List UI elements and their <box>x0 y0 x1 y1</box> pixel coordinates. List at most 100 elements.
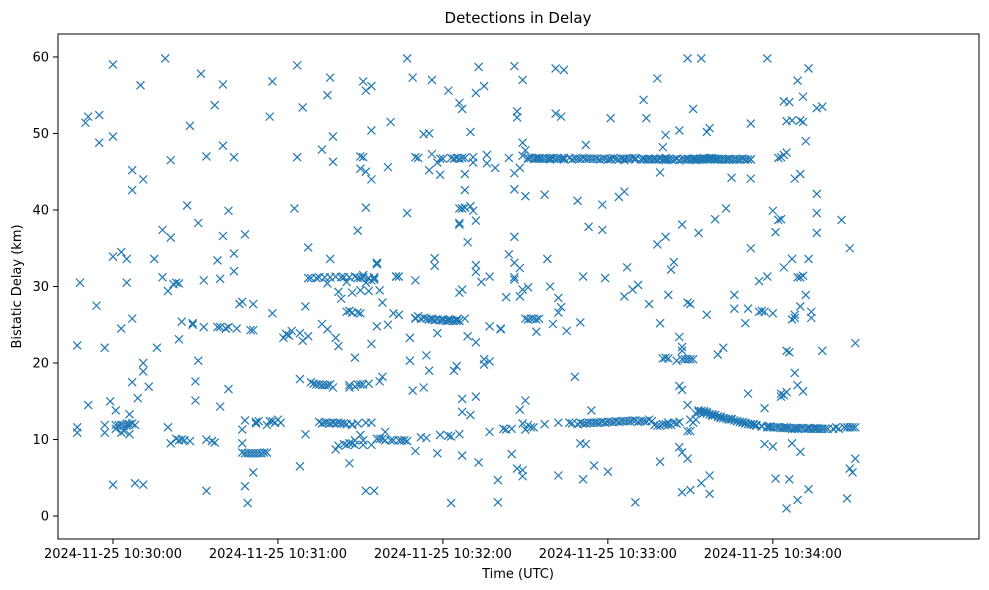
data-point <box>496 324 506 334</box>
data-point <box>677 342 687 352</box>
data-point <box>361 203 371 213</box>
data-point <box>746 243 756 253</box>
data-point <box>501 292 511 302</box>
data-point <box>685 485 695 495</box>
data-point <box>639 95 649 105</box>
data-point <box>72 422 82 432</box>
data-point <box>776 214 786 224</box>
data-point <box>801 290 811 300</box>
data-point <box>850 338 860 348</box>
data-point <box>584 222 594 232</box>
data-point <box>377 434 387 444</box>
data-point <box>630 153 640 163</box>
data-point <box>795 301 805 311</box>
data-point <box>333 341 343 351</box>
data-point <box>454 220 464 229</box>
data-point <box>158 272 167 282</box>
x-tick-label: 2024-11-25 10:33:00 <box>539 547 677 562</box>
data-point <box>116 428 126 438</box>
data-point <box>331 445 341 454</box>
data-point <box>658 142 668 152</box>
data-point <box>776 389 786 399</box>
data-point <box>782 148 791 158</box>
data-point <box>628 153 638 163</box>
data-point <box>328 157 338 167</box>
data-point <box>457 204 467 213</box>
data-point <box>158 225 167 235</box>
data-point <box>138 358 148 368</box>
data-point <box>218 141 228 151</box>
data-point <box>443 314 453 324</box>
data-point <box>509 184 519 194</box>
data-point <box>224 384 233 394</box>
data-point <box>540 419 550 429</box>
data-point <box>336 272 346 282</box>
data-points <box>72 54 860 513</box>
data-point <box>746 119 756 128</box>
data-point <box>215 274 225 284</box>
data-point <box>760 403 769 413</box>
data-point <box>221 324 231 334</box>
data-point <box>479 81 489 91</box>
data-point <box>298 336 308 346</box>
data-point <box>279 333 288 343</box>
data-point <box>446 432 456 441</box>
data-point <box>323 324 332 334</box>
y-tick-label: 60 <box>32 50 49 65</box>
data-point <box>100 343 110 353</box>
data-point <box>652 239 662 249</box>
data-point <box>509 232 519 242</box>
data-point <box>553 418 563 428</box>
data-point <box>762 54 772 63</box>
data-point <box>449 366 459 376</box>
data-point <box>795 169 805 179</box>
data-point <box>355 164 365 174</box>
data-point <box>193 218 203 228</box>
data-point <box>804 484 813 494</box>
data-point <box>672 356 682 366</box>
data-point <box>760 307 769 317</box>
data-point <box>597 225 607 235</box>
data-point <box>842 494 852 503</box>
data-point <box>559 65 569 75</box>
data-point <box>504 153 514 163</box>
data-point <box>793 76 802 86</box>
data-point <box>471 392 481 402</box>
data-point <box>358 77 368 86</box>
data-point <box>512 112 522 122</box>
data-point <box>485 321 495 331</box>
data-point <box>696 54 706 63</box>
data-point <box>405 333 415 343</box>
data-point <box>210 100 220 110</box>
data-point <box>405 356 415 366</box>
data-point <box>531 314 541 324</box>
data-point <box>163 286 173 296</box>
data-point <box>782 387 791 397</box>
data-point <box>312 273 321 283</box>
data-point <box>727 415 736 425</box>
data-point <box>661 232 671 242</box>
data-point <box>820 424 830 434</box>
data-point <box>122 278 132 288</box>
data-point <box>551 64 561 73</box>
data-point <box>471 216 481 226</box>
data-point <box>707 409 717 419</box>
data-point <box>798 386 808 396</box>
data-point <box>369 272 379 282</box>
data-point <box>468 206 478 216</box>
data-point <box>413 153 423 163</box>
data-point <box>306 377 316 387</box>
data-point <box>301 429 310 439</box>
data-point <box>471 267 481 277</box>
data-point <box>553 308 563 317</box>
data-point <box>213 256 222 265</box>
data-point <box>804 254 813 264</box>
data-point <box>471 337 481 347</box>
data-point <box>361 167 371 177</box>
data-point <box>471 88 481 98</box>
data-point <box>185 436 195 446</box>
data-point <box>191 396 200 405</box>
data-point <box>344 438 354 448</box>
data-point <box>504 249 514 259</box>
data-point <box>457 394 467 404</box>
